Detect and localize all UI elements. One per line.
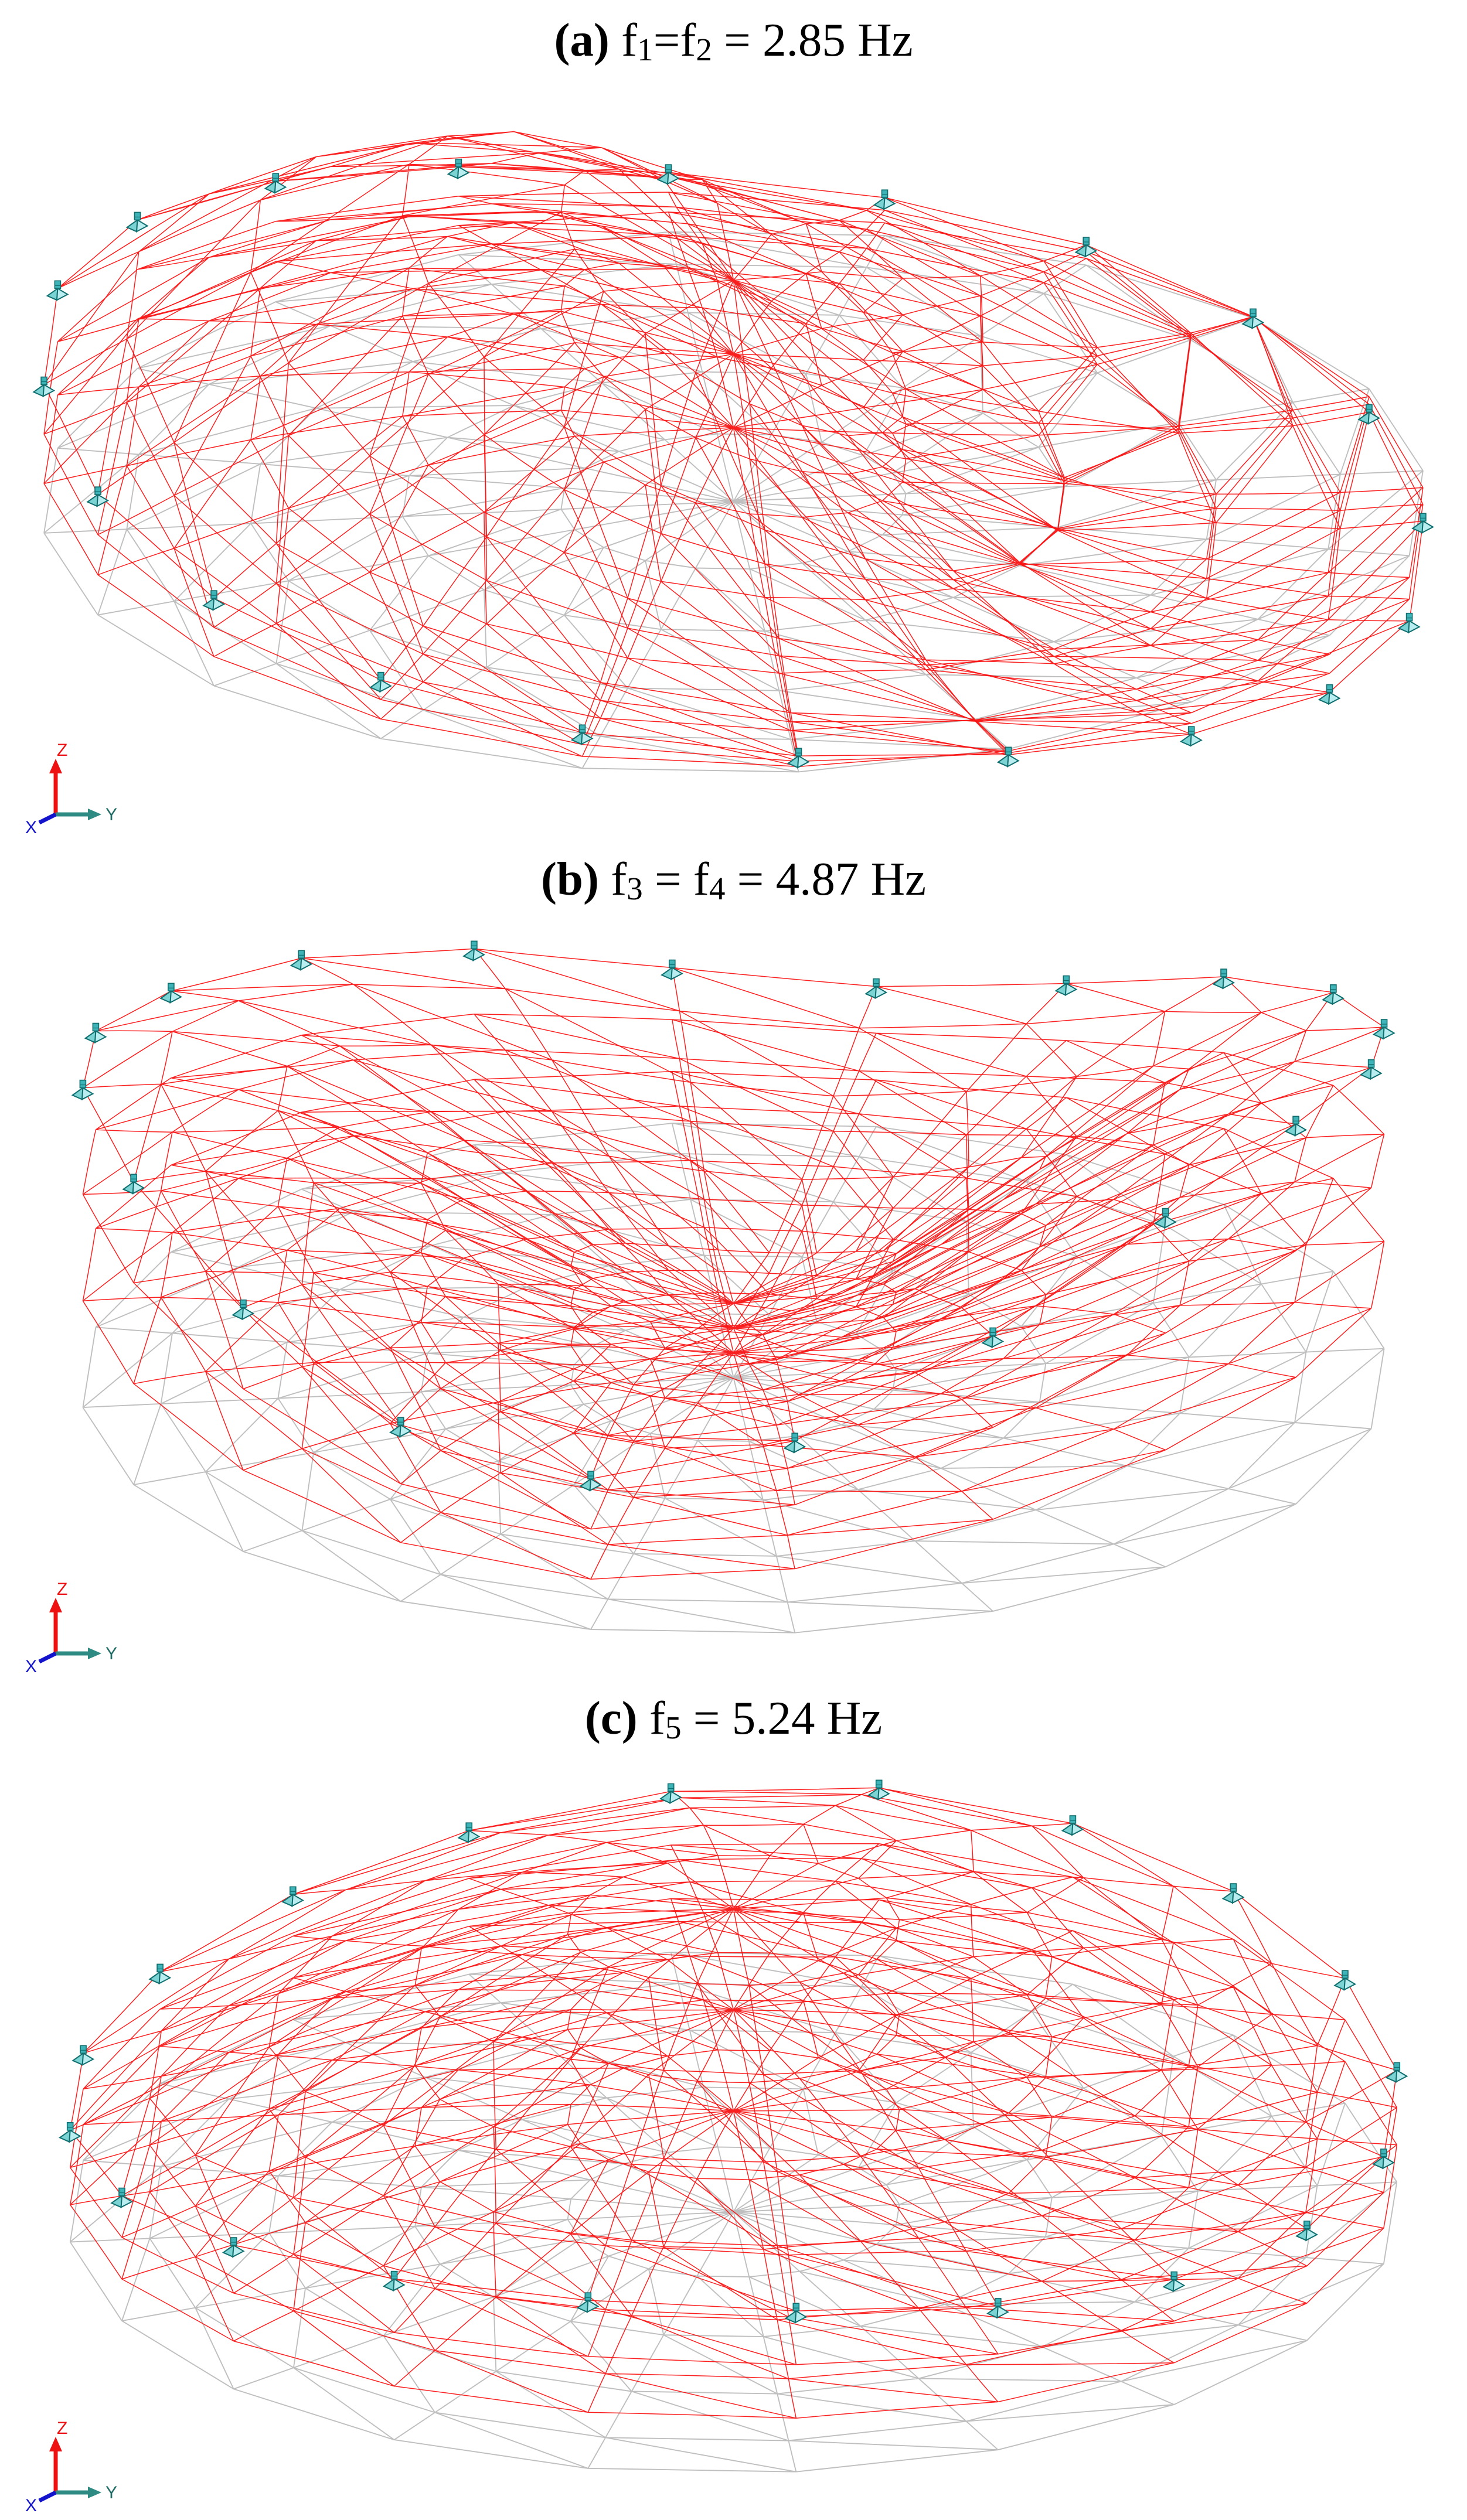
svg-text:Y: Y: [105, 2483, 117, 2502]
svg-text:Y: Y: [105, 1644, 117, 1663]
svg-text:Z: Z: [57, 2419, 67, 2438]
svg-text:Y: Y: [105, 805, 117, 824]
svg-text:X: X: [25, 1657, 37, 1676]
svg-text:(b) f3 = f4 = 4.87 Hz: (b) f3 = f4 = 4.87 Hz: [541, 852, 926, 906]
svg-text:Z: Z: [57, 741, 67, 760]
svg-text:(c) f5 = 5.24 Hz: (c) f5 = 5.24 Hz: [585, 1692, 882, 1745]
svg-text:X: X: [25, 2496, 37, 2515]
svg-text:X: X: [25, 818, 37, 837]
svg-text:(a) f1=f2 = 2.85 Hz: (a) f1=f2 = 2.85 Hz: [554, 13, 913, 67]
svg-text:Z: Z: [57, 1580, 67, 1599]
